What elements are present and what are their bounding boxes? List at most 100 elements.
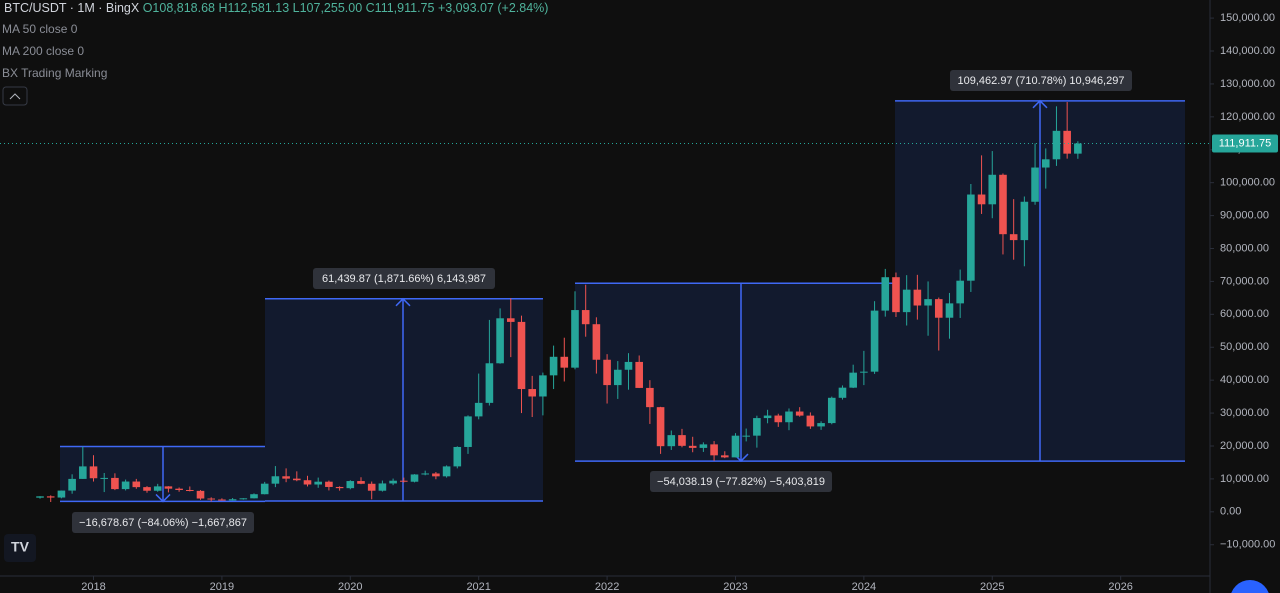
y-tick-label: 30,000.00 bbox=[1220, 407, 1269, 419]
candle-body bbox=[560, 356, 569, 368]
change: +3,093.07 (+2.84%) bbox=[437, 1, 549, 15]
price-label: 111,911.75 bbox=[1219, 137, 1272, 149]
candle-body bbox=[710, 444, 718, 456]
candle-body bbox=[346, 481, 355, 489]
candle-body bbox=[827, 397, 836, 424]
arrow-head bbox=[1032, 99, 1048, 109]
x-tick-label: 2026 bbox=[1108, 581, 1132, 593]
candle-body bbox=[399, 480, 408, 482]
candle-body bbox=[89, 466, 98, 479]
candle-body bbox=[849, 372, 857, 388]
candle-body bbox=[731, 435, 740, 458]
candle-body bbox=[635, 361, 643, 388]
candle-body bbox=[453, 446, 462, 467]
candle-body bbox=[1031, 167, 1039, 202]
candle-body bbox=[303, 480, 312, 485]
candle-body bbox=[870, 310, 879, 372]
candle-body bbox=[1074, 143, 1082, 154]
x-tick-label: 2023 bbox=[723, 581, 747, 593]
measure-label: −16,678.67 (−84.06%) −1,667,867 bbox=[79, 517, 247, 529]
y-tick-label: 100,000.00 bbox=[1220, 177, 1275, 189]
y-tick-label: 10,000.00 bbox=[1220, 473, 1269, 485]
candle-body bbox=[421, 473, 429, 475]
logo bbox=[4, 534, 36, 562]
candle-body bbox=[592, 324, 601, 360]
candle-body bbox=[260, 483, 269, 495]
candle-body bbox=[68, 478, 76, 491]
candle-body bbox=[1052, 130, 1061, 160]
candle-body bbox=[357, 481, 365, 484]
candle-body bbox=[924, 299, 932, 306]
candle-body bbox=[1020, 201, 1029, 241]
x-tick-label: 2018 bbox=[81, 581, 105, 593]
candle-body bbox=[175, 488, 183, 490]
candle-body bbox=[207, 498, 216, 500]
y-tick-label: 40,000.00 bbox=[1220, 374, 1269, 386]
candle-body bbox=[774, 415, 783, 423]
candle-body bbox=[613, 369, 622, 386]
indicator[interactable]: MA 200 close 0 bbox=[2, 44, 85, 58]
candle-body bbox=[806, 415, 815, 427]
y-tick-label: 150,000.00 bbox=[1220, 12, 1275, 24]
logo-mark: TV bbox=[11, 539, 30, 555]
candle-body bbox=[228, 499, 237, 501]
candle-body bbox=[1041, 159, 1050, 168]
candle-body bbox=[143, 487, 151, 491]
candle-body bbox=[678, 435, 686, 446]
candle-body bbox=[153, 486, 162, 491]
indicator[interactable]: MA 50 close 0 bbox=[2, 22, 78, 36]
collapse-icon bbox=[9, 93, 21, 100]
candle-body bbox=[656, 407, 665, 447]
candle-body bbox=[389, 480, 397, 484]
candle-body bbox=[36, 496, 44, 498]
plot: −16,678.67 (−84.06%) −1,667,867 61,439.87… bbox=[0, 70, 1210, 533]
x-tick-label: 2022 bbox=[595, 581, 619, 593]
candle-body bbox=[293, 478, 301, 481]
measure-label-box bbox=[72, 512, 254, 533]
candle-body bbox=[892, 277, 900, 313]
price-label-box bbox=[1212, 134, 1278, 153]
candle-body bbox=[742, 435, 750, 437]
candle-body bbox=[763, 415, 772, 419]
candle-body bbox=[999, 174, 1007, 235]
y-tick-label: 140,000.00 bbox=[1220, 45, 1275, 57]
candle-body bbox=[913, 289, 922, 306]
candle-body bbox=[795, 411, 804, 416]
candle-body bbox=[581, 310, 590, 325]
header: BTC/USDT · 1M · BingX O108,818.68 H112,5… bbox=[4, 0, 548, 16]
measure-label: 109,462.97 (710.78%) 10,946,297 bbox=[958, 75, 1125, 87]
candle-body bbox=[442, 466, 451, 477]
candle-body bbox=[432, 473, 440, 477]
ohlc: L107,255.00 bbox=[292, 1, 363, 15]
indicator[interactable]: BX Trading Marking bbox=[2, 66, 108, 80]
candle-body bbox=[506, 318, 515, 322]
candle-body bbox=[111, 477, 119, 490]
candle-body bbox=[881, 277, 890, 311]
y-tick-label: 0.00 bbox=[1220, 506, 1241, 518]
action-button[interactable] bbox=[1230, 580, 1270, 593]
candle-body bbox=[325, 481, 333, 487]
candle-body bbox=[79, 466, 87, 479]
candle-body bbox=[282, 476, 290, 479]
measure-label-box bbox=[950, 70, 1132, 91]
y-tick-label: 130,000.00 bbox=[1220, 78, 1275, 90]
candle-body bbox=[988, 174, 997, 205]
ohlc: H112,581.13 bbox=[218, 1, 290, 15]
candle-body bbox=[132, 481, 141, 488]
candle-body bbox=[250, 494, 258, 499]
candle-body bbox=[667, 435, 676, 447]
x-tick-label: 2019 bbox=[210, 581, 234, 593]
y-tick-label: 70,000.00 bbox=[1220, 275, 1269, 287]
candle-body bbox=[753, 418, 761, 436]
candle-body bbox=[517, 321, 526, 390]
candle-body bbox=[271, 476, 280, 484]
x-tick-label: 2025 bbox=[980, 581, 1004, 593]
collapse-button[interactable] bbox=[2, 86, 28, 106]
candle-body bbox=[46, 496, 55, 498]
candle-body bbox=[218, 499, 226, 501]
candle-body bbox=[57, 490, 66, 498]
candle-body bbox=[100, 477, 109, 479]
candle-body bbox=[335, 486, 344, 489]
